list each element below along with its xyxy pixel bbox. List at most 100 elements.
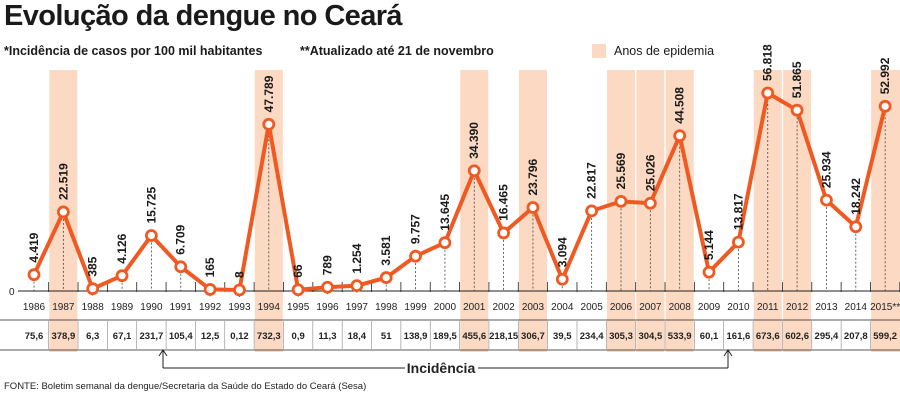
- data-label-2001: 34.390: [467, 122, 481, 159]
- incidence-value: 455,6: [462, 331, 486, 342]
- incidence-value: 673,6: [756, 331, 780, 342]
- subtitle-incidence-note: *Incidência de casos por 100 mil habitan…: [4, 44, 263, 58]
- data-point-2008: [673, 129, 687, 143]
- data-label-1992: 165: [203, 257, 217, 277]
- x-tick-label: 2001: [463, 302, 486, 313]
- incidence-value: 305,3: [609, 331, 633, 342]
- x-tick-label: 1994: [258, 302, 281, 313]
- incidence-value: 51: [381, 331, 392, 342]
- epidemic-band-2006: [607, 70, 635, 352]
- data-label-2007: 25.026: [643, 154, 657, 191]
- data-label-1994: 47.789: [262, 75, 276, 112]
- data-label-1989: 4.126: [115, 233, 129, 263]
- series-line: [32, 91, 888, 292]
- x-tick-label: 1997: [346, 302, 369, 313]
- data-point-1993: [233, 283, 246, 297]
- x-tick-label: 1986: [23, 302, 46, 313]
- data-point-2012: [790, 103, 804, 117]
- legend-swatch: [592, 44, 606, 58]
- incidence-value: 599,2: [873, 331, 897, 342]
- x-tick-label: 1991: [170, 302, 193, 313]
- legend-label: Anos de epidemia: [614, 44, 715, 58]
- data-label-1987: 22.519: [56, 163, 70, 200]
- incidence-value: 0,12: [230, 331, 249, 342]
- x-tick-label: 1988: [82, 302, 105, 313]
- x-tick-label: 2003: [522, 302, 545, 313]
- x-tick-label: 2002: [492, 302, 515, 313]
- data-label-2008: 44.508: [673, 87, 687, 124]
- data-label-2003: 23.796: [526, 158, 540, 195]
- source-note: FONTE: Boletim semanal da dengue/Secreta…: [4, 381, 367, 392]
- data-point-1986: [27, 268, 41, 282]
- incidence-value: 218,15: [489, 331, 519, 342]
- incidence-value: 6,3: [86, 331, 99, 342]
- data-point-2013: [820, 193, 833, 207]
- incidence-bracket-arrow-left: [158, 349, 168, 357]
- data-label-2006: 25.569: [614, 152, 628, 189]
- incidence-value: 732,3: [257, 331, 281, 342]
- incidence-bracket-arrow-right: [723, 349, 733, 357]
- data-point-1991: [174, 260, 188, 274]
- data-point-1988: [86, 282, 100, 296]
- epidemic-band-1994: [254, 70, 283, 352]
- data-point-1989: [115, 269, 129, 283]
- data-point-2002: [497, 226, 511, 240]
- data-label-1986: 4.419: [27, 232, 41, 262]
- incidence-label: Incidência: [407, 360, 476, 376]
- data-point-1987: [56, 205, 70, 219]
- data-label-2002: 16.465: [497, 184, 511, 221]
- x-tick-label: 2013: [815, 302, 838, 313]
- x-tick-label: 2011: [757, 302, 779, 313]
- data-label-2010: 13.817: [731, 193, 745, 230]
- incidence-value: 189,5: [433, 331, 457, 342]
- incidence-value: 234,4: [580, 331, 604, 342]
- incidence-value: 60,1: [700, 331, 719, 342]
- data-label-1993: 8: [232, 271, 246, 278]
- x-tick-label: 1995: [287, 302, 310, 313]
- data-point-1990: [144, 229, 158, 242]
- data-label-1997: 1.254: [350, 243, 364, 273]
- data-label-2004: 3.094: [555, 237, 569, 267]
- data-point-1992: [203, 283, 217, 296]
- x-tick-label: 2015**: [870, 302, 900, 313]
- incidence-value: 231,7: [140, 331, 164, 342]
- legend: Anos de epidemia: [592, 44, 714, 58]
- incidence-value: 207,8: [844, 331, 868, 342]
- data-label-2013: 25.934: [819, 151, 833, 188]
- x-tick-label: 2004: [551, 302, 574, 313]
- data-point-2015: [878, 99, 892, 113]
- x-tick-label: 2014: [845, 302, 868, 313]
- data-point-2003: [526, 201, 540, 214]
- x-tick-label: 1999: [404, 302, 427, 313]
- x-tick-label: 2009: [698, 302, 721, 313]
- data-point-1994: [262, 117, 276, 131]
- x-tick-label: 1989: [111, 302, 134, 313]
- incidence-value: 12,5: [201, 331, 220, 342]
- data-label-2014: 18.242: [849, 178, 863, 215]
- data-point-1999: [409, 249, 422, 263]
- data-label-2005: 22.817: [585, 162, 599, 199]
- data-label-1990: 15.725: [144, 186, 158, 223]
- incidence-value: 0,9: [292, 331, 305, 342]
- incidence-value: 295,4: [815, 331, 839, 342]
- x-tick-label: 2006: [610, 302, 633, 313]
- data-point-2011: [761, 86, 775, 100]
- incidence-value: 378,9: [51, 331, 75, 342]
- data-label-2012: 51.865: [790, 61, 804, 98]
- data-point-1997: [350, 279, 364, 293]
- incidence-value: 67,1: [113, 331, 132, 342]
- data-point-2014: [849, 220, 863, 234]
- x-tick-label: 2005: [581, 302, 604, 313]
- data-label-1995: 66: [291, 264, 305, 278]
- incidence-value: 602,6: [785, 331, 809, 342]
- data-label-2000: 13.645: [438, 194, 452, 231]
- incidence-value: 11,3: [319, 331, 337, 342]
- x-tick-label: 2008: [669, 302, 692, 313]
- data-point-2005: [585, 204, 599, 218]
- x-tick-label: 1993: [228, 302, 251, 313]
- x-tick-label: 1992: [199, 302, 222, 313]
- data-point-1995: [291, 283, 305, 297]
- data-point-1998: [379, 271, 393, 284]
- incidence-value: 161,6: [727, 331, 751, 342]
- x-tick-label: 2000: [434, 302, 457, 313]
